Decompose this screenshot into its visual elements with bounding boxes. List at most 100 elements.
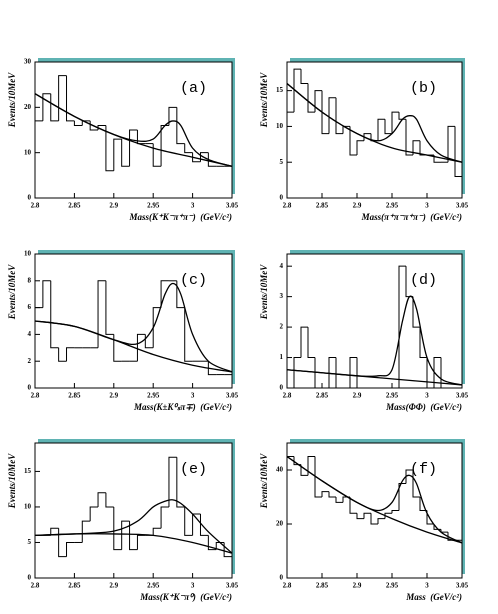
histogram-bin xyxy=(328,357,336,388)
fit-curve xyxy=(34,93,233,167)
histogram-bin xyxy=(398,483,406,511)
histogram-bin xyxy=(426,510,434,525)
fit-curve xyxy=(286,82,463,163)
histogram-bin xyxy=(349,357,357,388)
histogram-bin xyxy=(66,541,75,557)
y-tick-label: 5 xyxy=(28,538,32,546)
histogram-bin xyxy=(89,506,99,522)
histogram-bin xyxy=(384,119,392,135)
y-tick-label: 10 xyxy=(24,503,32,511)
histogram-bin xyxy=(335,357,343,389)
x-tick-label: 2.8 xyxy=(31,392,40,400)
histogram-bin xyxy=(433,155,441,163)
histogram-bin xyxy=(113,334,122,362)
histogram-bin xyxy=(176,457,185,508)
histogram-bin xyxy=(377,518,385,524)
histogram-bin xyxy=(152,527,162,536)
histogram-bin xyxy=(105,125,114,172)
x-tick-label: 2.95 xyxy=(386,582,399,590)
histogram-bin xyxy=(293,68,301,113)
x-tick-label: 3.05 xyxy=(456,582,469,590)
histogram-bin xyxy=(207,535,217,551)
y-tick-label: 5 xyxy=(280,158,284,166)
histogram-bin xyxy=(207,152,217,167)
histogram-bin xyxy=(121,520,130,550)
x-tick-label: 3 xyxy=(191,202,195,210)
x-tick-label: 2.8 xyxy=(283,202,292,210)
histogram-bin xyxy=(419,497,427,511)
x-tick-label: 2.8 xyxy=(283,582,292,590)
y-tick-label: 3 xyxy=(280,292,284,300)
histogram-bin xyxy=(370,513,378,525)
histogram-bin xyxy=(113,506,122,551)
histogram-bin xyxy=(129,521,138,551)
histogram-bin xyxy=(440,357,448,389)
histogram-bin xyxy=(328,97,336,134)
x-tick-label: 2.85 xyxy=(316,392,329,400)
histogram-bin xyxy=(223,542,233,578)
y-tick-label: 6 xyxy=(28,303,32,311)
histogram-bin xyxy=(160,506,169,529)
y-tick-label: 40 xyxy=(276,466,284,474)
y-tick-label: 0 xyxy=(28,384,32,392)
histogram-bin xyxy=(293,357,301,388)
y-tick-label: 0 xyxy=(28,574,32,582)
y-axis-label: Events/10MeV xyxy=(259,72,269,128)
histogram-bin xyxy=(363,512,371,519)
x-tick-label: 2.8 xyxy=(31,202,40,210)
histogram-bin xyxy=(105,280,114,335)
x-tick-label: 2.95 xyxy=(147,202,160,210)
x-axis-label: Mass (GeV/c²) xyxy=(405,592,462,602)
panel-label: (f) xyxy=(410,461,437,478)
histogram-bin xyxy=(50,527,59,536)
histogram-bin xyxy=(97,280,106,348)
histogram-bin xyxy=(113,138,122,171)
y-axis-label: Events/10MeV xyxy=(7,264,17,320)
histogram-bin xyxy=(207,361,217,376)
y-tick-label: 10 xyxy=(24,148,32,156)
histogram-bin xyxy=(356,513,364,520)
x-tick-label: 2.85 xyxy=(68,202,81,210)
histogram-bin xyxy=(160,124,169,167)
y-axis-label: Events/10MeV xyxy=(7,453,17,509)
histogram-bin xyxy=(184,307,193,362)
histogram-bin xyxy=(398,112,406,120)
y-tick-label: 4 xyxy=(280,262,284,270)
x-axis-label: Mass(K⁺K⁻π⁺π⁻) (GeV/c²) xyxy=(128,212,232,222)
histogram-bin xyxy=(328,491,336,498)
y-tick-label: 1 xyxy=(280,353,284,361)
histogram-bin xyxy=(314,456,322,498)
histogram-bin xyxy=(405,469,413,484)
histogram-bin xyxy=(335,497,343,503)
y-tick-label: 2 xyxy=(280,323,284,331)
histogram-bin xyxy=(136,333,146,362)
x-tick-label: 2.85 xyxy=(316,202,329,210)
fit-curve xyxy=(34,282,233,373)
histogram-bin xyxy=(300,69,308,84)
x-tick-label: 2.95 xyxy=(386,202,399,210)
histogram-bin xyxy=(356,357,364,389)
x-tick-label: 2.95 xyxy=(147,582,160,590)
histogram-bin xyxy=(391,510,399,514)
y-tick-label: 8 xyxy=(28,276,32,284)
x-tick-label: 3.05 xyxy=(456,202,469,210)
histogram-bin xyxy=(73,120,83,126)
x-axis-label: Mass(ΦΦ) (GeV/c²) xyxy=(385,402,462,412)
y-tick-label: 10 xyxy=(24,250,32,258)
fit-curve xyxy=(34,499,233,554)
histogram-bin xyxy=(384,512,392,519)
histogram-bin xyxy=(184,506,193,536)
histogram-bin xyxy=(398,265,406,388)
panel-label: (c) xyxy=(180,272,207,289)
x-tick-label: 2.8 xyxy=(283,392,292,400)
x-axis-label: Mass(K±K⁰ₛπ∓) (GeV/c²) xyxy=(133,402,232,412)
histogram-bin xyxy=(363,133,371,141)
histogram-bin xyxy=(168,106,177,126)
x-tick-label: 2.9 xyxy=(353,582,362,590)
histogram-bin xyxy=(412,470,420,498)
x-tick-label: 2.85 xyxy=(68,392,81,400)
x-tick-label: 3.05 xyxy=(456,392,469,400)
histogram-bin xyxy=(426,357,434,389)
x-tick-label: 2.9 xyxy=(109,582,118,590)
